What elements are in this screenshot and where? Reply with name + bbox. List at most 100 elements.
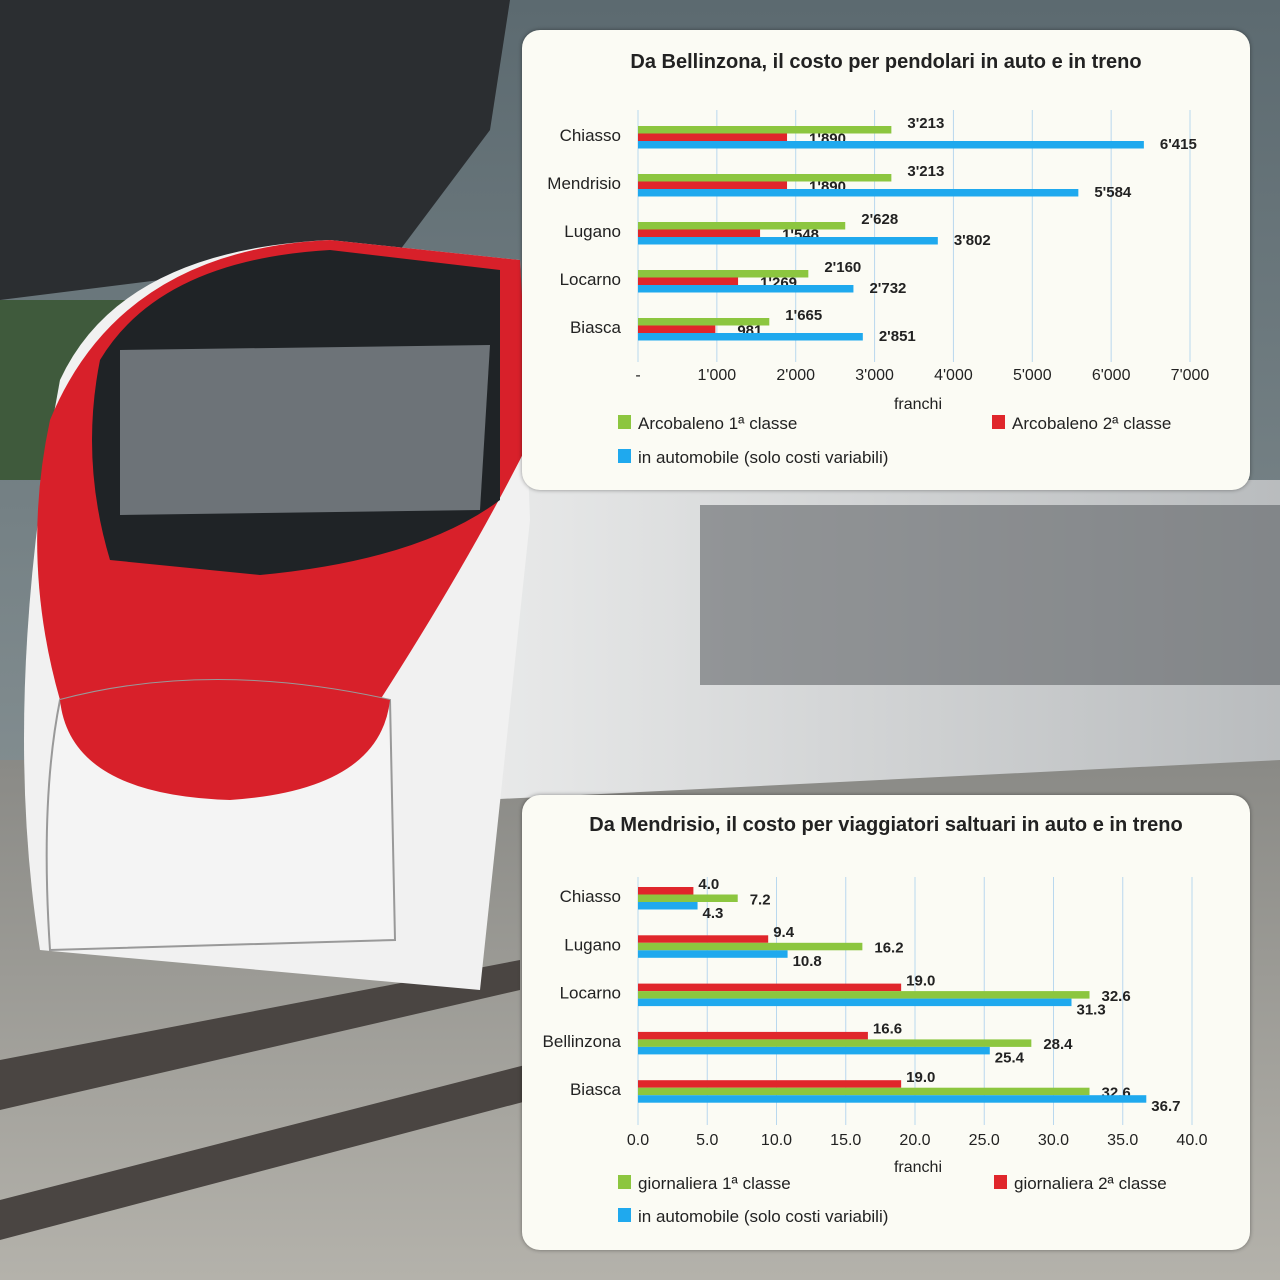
bar-locarno-1 (638, 991, 1090, 999)
legend-swatch (618, 1208, 631, 1222)
x-tick-label: 35.0 (1107, 1132, 1138, 1149)
data-label: 3'213 (907, 115, 944, 132)
legend-label: Arcobaleno 1ª classe (638, 414, 797, 433)
x-tick-label: 7'000 (1171, 367, 1210, 384)
bar-mendrisio-0 (638, 174, 892, 182)
data-label: 6'415 (1160, 136, 1197, 153)
legend-swatch (618, 1175, 631, 1189)
data-label: 32.6 (1102, 988, 1131, 1005)
category-label: Locarno (560, 984, 621, 1003)
data-label: 7.2 (750, 891, 771, 908)
category-label: Chiasso (560, 126, 621, 145)
data-label: 3'213 (907, 163, 944, 180)
x-tick-label: 10.0 (761, 1132, 792, 1149)
legend-label: giornaliera 1ª classe (638, 1174, 791, 1193)
bar-biasca-0 (638, 318, 770, 326)
legend-swatch (618, 415, 631, 429)
data-label: 16.2 (874, 940, 903, 957)
data-label: 36.7 (1151, 1098, 1180, 1115)
data-label: 9.4 (773, 924, 795, 941)
category-label: Lugano (564, 222, 621, 241)
x-tick-label: 30.0 (1038, 1132, 1069, 1149)
legend-swatch (618, 449, 631, 463)
bar-chiasso-1 (638, 133, 788, 141)
bar-biasca-2 (638, 333, 863, 341)
legend-swatch (994, 1175, 1007, 1189)
category-label: Locarno (560, 270, 621, 289)
data-label: 5'584 (1094, 184, 1132, 201)
x-tick-label: 6'000 (1092, 367, 1131, 384)
chart-title: Da Bellinzona, il costo per pendolari in… (630, 51, 1141, 73)
data-label: 4.3 (703, 905, 724, 922)
legend-label: Arcobaleno 2ª classe (1012, 414, 1171, 433)
data-label: 31.3 (1077, 1001, 1106, 1018)
bar-bellinzona-2 (638, 1046, 990, 1055)
x-tick-label: 1'000 (698, 367, 737, 384)
bar-biasca-1 (638, 1087, 1090, 1096)
bar-chiasso-0 (638, 887, 694, 895)
category-label: Mendrisio (547, 174, 621, 193)
x-tick-label: 3'000 (855, 367, 894, 384)
chart-title: Da Mendrisio, il costo per viaggiatori s… (589, 814, 1182, 836)
data-label: 19.0 (906, 1069, 935, 1086)
bar-mendrisio-1 (638, 181, 788, 189)
category-label: Bellinzona (543, 1032, 622, 1051)
data-label: 28.4 (1043, 1036, 1073, 1053)
x-axis-label: franchi (894, 396, 942, 413)
x-tick-label: 0.0 (627, 1132, 649, 1149)
x-tick-label: 5.0 (696, 1132, 718, 1149)
data-label: 1'665 (785, 307, 822, 324)
mendrisio-occasional-chart: Da Mendrisio, il costo per viaggiatori s… (543, 814, 1208, 1226)
data-label: 3'802 (954, 232, 991, 249)
data-label: 10.8 (793, 953, 822, 970)
data-label: 19.0 (906, 972, 935, 989)
data-label: 2'851 (879, 328, 916, 345)
bar-bellinzona-1 (638, 1039, 1032, 1047)
bellinzona-commuter-chart-panel: Da Bellinzona, il costo per pendolari in… (522, 30, 1250, 490)
x-tick-label: 20.0 (899, 1132, 930, 1149)
bar-locarno-0 (638, 983, 902, 992)
bar-lugano-0 (638, 222, 846, 230)
bar-locarno-0 (638, 270, 809, 278)
legend-label: giornaliera 2ª classe (1014, 1174, 1167, 1193)
x-tick-label: 40.0 (1176, 1132, 1207, 1149)
x-tick-label: 4'000 (934, 367, 973, 384)
data-label: 4.0 (698, 876, 719, 893)
legend-label: in automobile (solo costi variabili) (638, 1207, 888, 1226)
category-label: Biasca (570, 318, 622, 337)
bar-locarno-2 (638, 285, 854, 293)
x-tick-label: 2'000 (776, 367, 815, 384)
x-tick-label: - (635, 367, 640, 384)
bar-chiasso-2 (638, 902, 698, 910)
data-label: 25.4 (995, 1050, 1025, 1067)
bellinzona-commuter-chart: Da Bellinzona, il costo per pendolari in… (547, 51, 1210, 467)
bar-lugano-2 (638, 237, 938, 245)
bar-biasca-2 (638, 1095, 1147, 1103)
bar-lugano-1 (638, 229, 761, 237)
data-label: 2'160 (824, 259, 861, 276)
x-tick-label: 25.0 (969, 1132, 1000, 1149)
x-axis-label: franchi (894, 1159, 942, 1176)
mendrisio-occasional-chart-panel: Da Mendrisio, il costo per viaggiatori s… (522, 795, 1250, 1250)
bar-locarno-2 (638, 998, 1072, 1007)
bar-lugano-0 (638, 935, 769, 943)
bar-locarno-1 (638, 277, 739, 285)
bar-lugano-2 (638, 950, 788, 958)
bar-chiasso-2 (638, 141, 1144, 149)
bar-biasca-1 (638, 325, 716, 333)
category-label: Lugano (564, 935, 621, 954)
bar-chiasso-0 (638, 126, 892, 134)
bar-chiasso-1 (638, 894, 738, 902)
x-tick-label: 5'000 (1013, 367, 1052, 384)
x-tick-label: 15.0 (830, 1132, 861, 1149)
legend-label: in automobile (solo costi variabili) (638, 448, 888, 467)
data-label: 16.6 (873, 1021, 902, 1038)
category-label: Chiasso (560, 887, 621, 906)
bar-biasca-0 (638, 1080, 902, 1088)
data-label: 2'628 (861, 211, 898, 228)
category-label: Biasca (570, 1080, 622, 1099)
bar-lugano-1 (638, 942, 863, 951)
legend-swatch (992, 415, 1005, 429)
bar-bellinzona-0 (638, 1031, 868, 1040)
data-label: 2'732 (869, 280, 906, 297)
